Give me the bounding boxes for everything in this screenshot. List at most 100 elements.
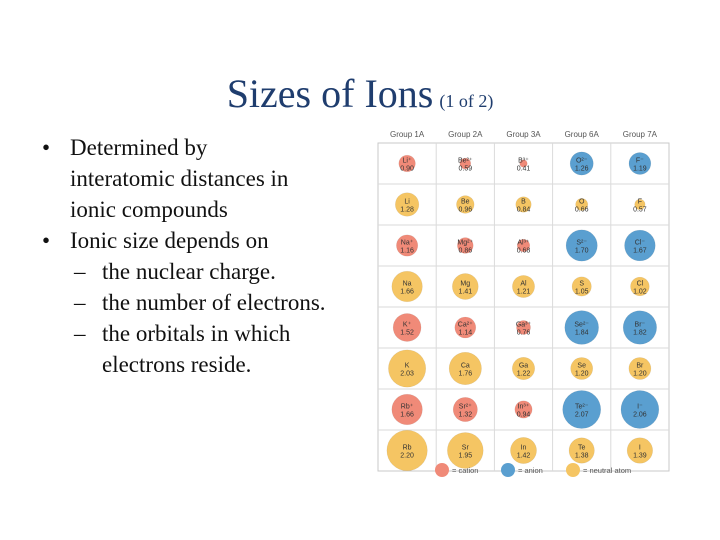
radius-value: 1.41 (458, 289, 472, 296)
element-symbol: Se (577, 363, 586, 370)
radius-value: 2.07 (575, 412, 589, 419)
element-symbol: Se²⁻ (574, 322, 589, 329)
anion-sphere (622, 310, 657, 345)
radius-value: 0.96 (458, 207, 472, 214)
element-symbol: Te (578, 445, 586, 452)
element-symbol: Rb (403, 445, 412, 452)
element-symbol: O (579, 199, 585, 206)
neutral-sphere (391, 270, 423, 303)
neutral-sphere (634, 198, 646, 211)
anion-sphere (620, 390, 660, 429)
radius-value: 1.67 (633, 248, 647, 255)
radius-value: 1.66 (400, 412, 414, 419)
cation-sphere (391, 393, 423, 426)
radius-value: 0.76 (517, 330, 531, 337)
neutral-sphere (570, 357, 594, 380)
title-text: Sizes of Ions (226, 71, 434, 116)
bullet-item: – the nuclear charge. (34, 256, 374, 287)
radius-value: 1.05 (575, 289, 589, 296)
element-symbol: Ca (461, 363, 470, 370)
radius-value: 1.95 (458, 453, 472, 460)
radius-value: 0.57 (633, 207, 647, 214)
element-symbol: Be (461, 199, 470, 206)
neutral-sphere (456, 195, 475, 214)
cation-sphere (516, 320, 531, 335)
neutral-sphere (515, 196, 532, 213)
radius-value: 2.03 (400, 371, 414, 378)
element-symbol: F⁻ (636, 158, 644, 165)
bullet-line: the nuclear charge. (102, 259, 276, 284)
cation-sphere (516, 238, 531, 253)
bullet-list: • Determined by interatomic distances in io… (34, 132, 374, 380)
bullet-line: ionic compounds (70, 197, 228, 222)
neutral-sphere (512, 275, 535, 298)
element-symbol: I⁻ (637, 404, 643, 411)
cation-sphere (396, 234, 419, 257)
element-symbol: Ga (519, 363, 528, 370)
neutral-sphere (448, 352, 482, 385)
group-header: Group 6A (565, 130, 600, 139)
group-header: Group 2A (448, 130, 483, 139)
cation-sphere (457, 237, 474, 254)
element-symbol: Br⁻ (635, 322, 646, 329)
element-symbol: Na (403, 281, 412, 288)
element-symbol: Cl⁻ (635, 240, 646, 247)
bullet-line: Ionic size depends on (70, 228, 269, 253)
radius-value: 1.19 (633, 166, 647, 173)
element-symbol: Na⁺ (401, 240, 414, 247)
bullet-line: electrons reside. (102, 352, 252, 377)
neutral-sphere (628, 357, 652, 380)
radius-value: 1.66 (400, 289, 414, 296)
radius-value: 1.82 (633, 330, 647, 337)
radius-value: 1.16 (400, 248, 414, 255)
element-symbol: Sr (462, 445, 470, 452)
radius-value: 0.90 (400, 166, 414, 173)
bullet-marker: • (42, 228, 51, 253)
neutral-sphere (447, 432, 484, 469)
bullet-line: interatomic distances in (70, 166, 289, 191)
radius-value: 0.66 (575, 207, 589, 214)
legend-label: = cation (452, 466, 478, 475)
radius-value: 1.02 (633, 289, 647, 296)
element-symbol: S (579, 281, 584, 288)
neutral-sphere (452, 273, 479, 300)
radius-value: 1.76 (458, 371, 472, 378)
anion-sphere (564, 310, 599, 345)
radius-value: 1.26 (575, 166, 589, 173)
bullet-line: the number of electrons. (102, 290, 326, 315)
slide-title: Sizes of Ions (1 of 2) (0, 70, 720, 117)
neutral-sphere (568, 437, 595, 464)
bullet-line: the orbitals in which (102, 321, 291, 346)
radius-value: 1.42 (517, 453, 531, 460)
radius-value: 0.68 (517, 248, 531, 255)
neutral-sphere (511, 356, 536, 381)
element-symbol: S²⁻ (576, 240, 587, 247)
element-symbol: Be²⁺ (458, 158, 473, 165)
neutral-sphere (386, 429, 428, 472)
group-header: Group 1A (390, 130, 425, 139)
radius-value: 1.14 (458, 330, 472, 337)
element-symbol: Sr²⁺ (459, 404, 472, 411)
radius-value: 0.41 (517, 166, 531, 173)
radius-value: 1.20 (633, 371, 647, 378)
cation-sphere (459, 157, 472, 170)
bullet-line: Determined by (70, 135, 208, 160)
neutral-sphere (571, 276, 592, 297)
radius-value: 2.06 (633, 412, 647, 419)
element-symbol: Mg²⁺ (457, 240, 473, 247)
radius-value: 1.39 (633, 453, 647, 460)
cation-sphere (392, 313, 422, 342)
neutral-sphere (575, 198, 589, 211)
element-symbol: Li⁺ (403, 158, 412, 165)
radius-value: 1.52 (400, 330, 414, 337)
radius-value: 0.94 (517, 412, 531, 419)
element-symbol: In³⁺ (518, 404, 530, 411)
dash-marker: – (74, 259, 86, 284)
cation-sphere (519, 159, 528, 168)
neutral-sphere (510, 437, 537, 464)
radius-value: 1.21 (517, 289, 531, 296)
element-symbol: Li (404, 199, 410, 206)
legend-label: = neutral atom (583, 466, 631, 475)
element-symbol: K (405, 363, 410, 370)
element-symbol: Br (636, 363, 644, 370)
